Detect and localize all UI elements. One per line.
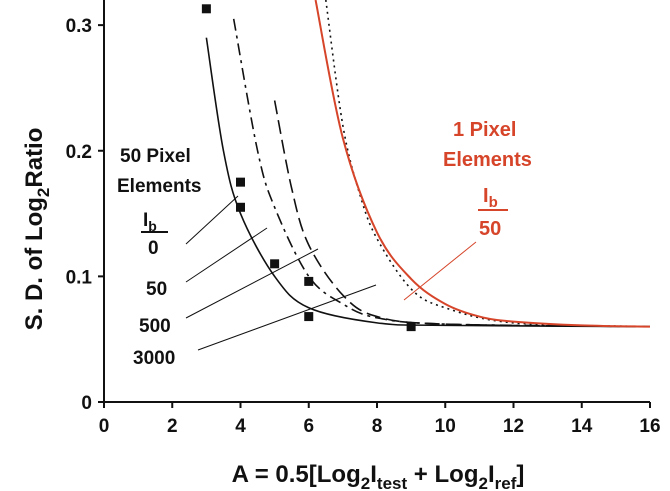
annotation-50-pixel: 50 Pixel: [120, 146, 191, 167]
series-line-solid-4: [314, 0, 650, 328]
data-point: [270, 259, 280, 269]
x-tick-label: 16: [639, 416, 660, 437]
series-line-dashed-1: [273, 100, 650, 328]
data-point: [236, 177, 245, 187]
annotation-red-ib: Ib: [483, 185, 498, 211]
leader-line-red: [403, 241, 477, 301]
y-axis-title: S. D. of Log2Ratio: [21, 128, 53, 331]
annotation-ib: Ib: [143, 210, 157, 234]
x-tick-label: 6: [303, 416, 314, 437]
annotation-red-50: 50: [479, 218, 501, 240]
leader-line-3000: [197, 284, 377, 351]
curves: [205, 0, 650, 328]
x-tick-label: 10: [435, 416, 456, 437]
annotation-red-elements: Elements: [443, 149, 532, 171]
annotation-ib-0: 0: [148, 238, 159, 259]
y-tick-label: 0.3: [66, 16, 92, 37]
leader-line-500: [185, 248, 319, 319]
annotation-ib-500: 500: [139, 316, 171, 337]
x-tick-label: 12: [503, 416, 524, 437]
x-axis-title: A = 0.5[Log2Itest + Log2Iref]: [232, 461, 525, 491]
y-ticks: 0 0.1 0.2 0.3: [66, 16, 104, 414]
annotation-1-pixel: 1 Pixel: [453, 119, 516, 141]
y-tick-label: 0.1: [66, 267, 93, 288]
x-ticks: 0 2 4 6 8 10 12 14 16: [99, 402, 661, 437]
y-tick-label: 0: [81, 393, 92, 414]
x-tick-label: 2: [167, 416, 178, 437]
x-tick-label: 4: [235, 416, 246, 437]
x-tick-label: 14: [571, 416, 593, 437]
series-line-dashdot-2: [232, 18, 650, 328]
data-markers: [201, 4, 416, 332]
data-point: [236, 202, 245, 212]
series-line-solid-0: [205, 37, 650, 328]
leader-line-50: [185, 227, 268, 283]
annotation-elements: Elements: [117, 176, 201, 197]
leader-lines: [185, 195, 477, 351]
leader-line-0: [185, 195, 239, 245]
data-point: [406, 322, 416, 332]
annotation-ib-50: 50: [146, 279, 167, 300]
annotation-ib-3000: 3000: [133, 348, 175, 369]
y-tick-label: 0.2: [66, 142, 92, 163]
data-point: [304, 276, 314, 286]
data-point: [201, 4, 211, 14]
x-tick-label: 8: [372, 416, 383, 437]
series-line-dotted-3: [325, 0, 650, 328]
data-point: [304, 312, 314, 322]
x-tick-label: 0: [99, 416, 110, 437]
